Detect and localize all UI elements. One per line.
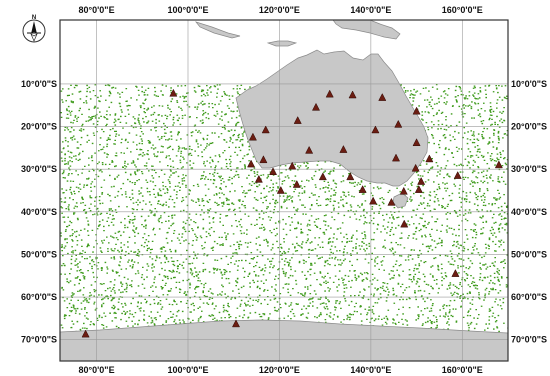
station-marker xyxy=(394,119,403,128)
station-marker xyxy=(292,179,301,188)
station-marker xyxy=(305,145,314,154)
station-marker xyxy=(378,93,387,101)
station-marker xyxy=(346,172,355,181)
station-marker xyxy=(400,219,409,228)
lon-tick-label-bottom: 100°0'0"E xyxy=(167,365,208,375)
station-marker xyxy=(269,167,278,175)
north-arrow: N xyxy=(22,15,46,43)
station-marker xyxy=(288,161,297,170)
lon-tick-label-top: 160°0'0"E xyxy=(442,5,483,15)
lat-tick-label-right: 50°0'0"S xyxy=(511,249,547,259)
station-marker xyxy=(339,145,348,153)
station-marker xyxy=(348,90,357,99)
lat-tick-label-left: 70°0'0"S xyxy=(21,335,57,345)
station-marker xyxy=(453,171,462,179)
lat-tick-label-right: 70°0'0"S xyxy=(511,335,547,345)
station-marker xyxy=(261,125,270,134)
stations-layer xyxy=(81,88,503,338)
station-marker xyxy=(247,159,256,168)
station-marker xyxy=(276,185,285,194)
lon-tick-label-top: 80°0'0"E xyxy=(79,5,115,15)
north-arrow-label: N xyxy=(32,15,36,21)
tick-labels: 80°0'0"E 80°0'0"E 100°0'0"E 100°0'0"E 120°0'… xyxy=(21,5,547,375)
station-marker xyxy=(169,88,178,97)
station-marker xyxy=(318,172,327,181)
station-marker xyxy=(358,185,367,193)
station-marker xyxy=(254,174,263,183)
lat-tick-label-right: 40°0'0"S xyxy=(511,207,547,217)
java-landmass xyxy=(195,21,241,39)
antarctica-landmass xyxy=(60,319,508,361)
lat-tick-label-left: 60°0'0"S xyxy=(21,292,57,302)
lon-tick-label-top: 140°0'0"E xyxy=(350,5,391,15)
station-marker xyxy=(311,102,321,111)
station-marker xyxy=(231,319,241,328)
station-marker xyxy=(411,163,420,172)
station-marker xyxy=(259,155,268,164)
station-marker xyxy=(391,153,401,162)
lon-tick-label-bottom: 120°0'0"E xyxy=(259,365,300,375)
new-guinea-landmass xyxy=(332,20,401,40)
station-marker xyxy=(81,329,90,338)
lon-tick-label-top: 120°0'0"E xyxy=(259,5,300,15)
station-marker xyxy=(399,186,408,195)
lat-tick-label-right: 60°0'0"S xyxy=(511,292,547,302)
lat-tick-label-right: 10°0'0"S xyxy=(511,79,547,89)
station-marker xyxy=(325,89,334,98)
station-marker xyxy=(371,125,380,134)
station-marker xyxy=(494,160,503,169)
station-marker xyxy=(412,138,421,147)
lat-tick-label-right: 20°0'0"S xyxy=(511,122,547,132)
station-marker xyxy=(425,154,434,163)
lat-tick-label-left: 50°0'0"S xyxy=(21,249,57,259)
lat-tick-label-left: 10°0'0"S xyxy=(21,79,57,89)
lat-tick-label-left: 20°0'0"S xyxy=(21,122,57,132)
station-marker xyxy=(414,185,423,193)
north-arrow-icon xyxy=(31,21,37,34)
lon-tick-label-bottom: 80°0'0"E xyxy=(79,365,115,375)
timor-landmass xyxy=(266,40,298,47)
lat-tick-label-left: 40°0'0"S xyxy=(21,207,57,217)
station-marker xyxy=(248,132,257,141)
station-marker xyxy=(451,269,460,277)
station-marker xyxy=(412,106,421,115)
lat-tick-label-right: 30°0'0"S xyxy=(511,164,547,174)
lon-tick-label-bottom: 160°0'0"E xyxy=(442,365,483,375)
station-marker xyxy=(387,197,396,206)
station-marker xyxy=(293,116,302,124)
lon-tick-label-bottom: 140°0'0"E xyxy=(350,365,391,375)
station-marker xyxy=(369,196,378,205)
lon-tick-label-top: 100°0'0"E xyxy=(167,5,208,15)
map-frame xyxy=(59,19,509,362)
lat-tick-label-left: 30°0'0"S xyxy=(21,164,57,174)
north-arrow-tail-icon xyxy=(30,33,38,42)
station-marker xyxy=(417,177,426,185)
